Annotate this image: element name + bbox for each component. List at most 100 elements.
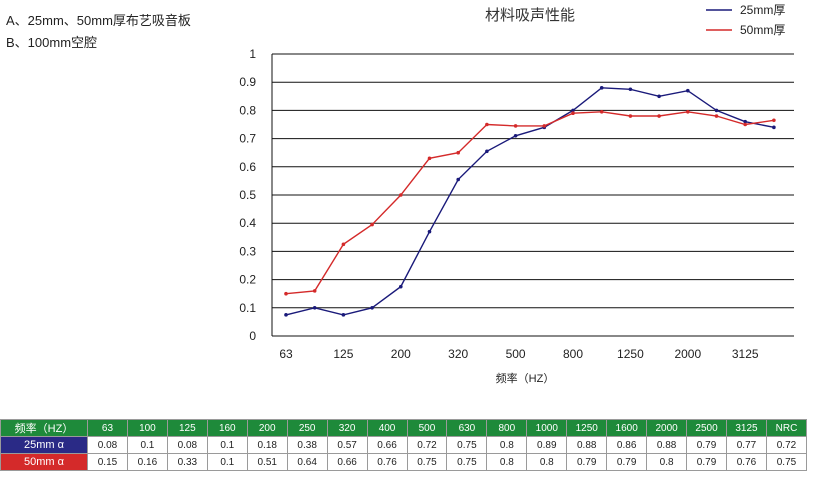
table-header-label: 频率（HZ） (0, 419, 88, 437)
table-header-cell: 800 (486, 419, 528, 437)
data-point (284, 291, 288, 296)
data-point (686, 110, 690, 114)
data-point (456, 150, 461, 155)
table-cell: 0.76 (366, 453, 408, 471)
table-header-cell: 630 (446, 419, 488, 437)
y-tick-label: 0.6 (239, 160, 256, 174)
data-point (312, 289, 317, 293)
table-cell: 0.18 (246, 436, 288, 454)
table-header-cell: 100 (126, 419, 168, 437)
data-point (485, 122, 489, 127)
table-cell: 0.75 (446, 453, 488, 471)
y-tick-label: 0.5 (239, 188, 256, 202)
table-cell: 0.64 (286, 453, 328, 471)
table-cell: 0.66 (326, 453, 368, 471)
data-point (714, 114, 719, 118)
data-point (599, 110, 604, 114)
table-header-cell: 1000 (526, 419, 568, 437)
table-header-cell: 2000 (646, 419, 688, 437)
data-point (714, 108, 719, 113)
table-cell: 0.8 (526, 453, 568, 471)
table-cell: 0.77 (726, 436, 767, 454)
data-point (456, 177, 461, 182)
table-cell: 0.75 (446, 436, 488, 454)
table-cell: 0.1 (206, 436, 248, 454)
x-tick-label: 63 (279, 347, 293, 361)
table-cell: 0.57 (326, 436, 368, 454)
data-point (370, 306, 374, 310)
table-cell: 0.8 (486, 453, 528, 471)
note-line-a: A、25mm、50mm厚布艺吸音板 (6, 13, 191, 28)
table-cell: 0.1 (206, 453, 248, 471)
table-header-cell: 63 (87, 419, 128, 437)
table-header-cell: 400 (366, 419, 408, 437)
data-point (312, 306, 317, 310)
x-tick-label: 500 (506, 347, 526, 361)
data-point (284, 313, 288, 317)
x-tick-label: 3125 (732, 347, 759, 361)
y-tick-label: 0.1 (239, 301, 256, 315)
table-header-cell: 2500 (686, 419, 727, 437)
table-header-row: 频率（HZ） 63 100 125 160 200 250 320 400 500 630 800 10… (0, 419, 808, 437)
x-tick-label: 2000 (674, 347, 701, 361)
table-header-cell: 1600 (606, 419, 648, 437)
data-point (628, 114, 633, 118)
table-cell: 0.76 (726, 453, 767, 471)
table-cell: 0.51 (246, 453, 288, 471)
table-cell: 0.89 (526, 436, 568, 454)
table-cell: 0.72 (765, 436, 808, 454)
data-point (370, 222, 374, 227)
table-header-cell: 500 (406, 419, 448, 437)
table-header-cell: 160 (206, 419, 248, 437)
note-line-b: B、100mm空腔 (6, 35, 98, 50)
data-point (657, 94, 661, 99)
chart-title: 材料吸声性能 (485, 6, 575, 24)
table-header-cell: NRC (765, 419, 808, 437)
data-point (743, 122, 747, 127)
absorption-table: 频率（HZ） 63 100 125 160 200 250 320 400 500 630 800 10… (0, 419, 808, 471)
table-header-cell: 250 (286, 419, 328, 437)
data-point (341, 242, 346, 247)
table-header-cell: 200 (246, 419, 288, 437)
data-point (542, 124, 547, 128)
data-point (427, 156, 432, 161)
y-tick-label: 0.2 (239, 273, 256, 287)
x-tick-label: 800 (563, 347, 583, 361)
absorption-table-body: 频率（HZ） 63 100 125 160 200 250 320 400 500 630 800 10… (0, 419, 808, 471)
data-point (399, 193, 403, 197)
data-point (772, 125, 776, 130)
table-cell: 0.1 (126, 436, 168, 454)
data-point (571, 108, 575, 113)
data-point (772, 118, 776, 123)
table-cell: 0.75 (765, 453, 808, 471)
data-point (571, 111, 575, 116)
table-cell: 0.88 (566, 436, 608, 454)
data-point (485, 149, 489, 154)
x-tick-label: 320 (448, 347, 468, 361)
table-row: 50mm α 0.15 0.16 0.33 0.1 0.51 0.64 0.66 0.76 0.7… (0, 453, 808, 471)
data-point (427, 229, 432, 234)
data-point (341, 313, 346, 317)
data-point (628, 87, 633, 92)
y-tick-label: 0 (249, 329, 256, 343)
table-cell: 0.8 (646, 453, 688, 471)
table-row-label: 50mm α (0, 453, 88, 471)
y-tick-label: 0.8 (239, 103, 256, 117)
table-cell: 0.16 (126, 453, 168, 471)
legend-label: 25mm厚 (740, 3, 785, 17)
table-header-cell: 1250 (566, 419, 608, 437)
y-tick-label: 0.3 (239, 244, 256, 258)
series-line (285, 111, 775, 295)
x-tick-label: 1250 (617, 347, 644, 361)
table-cell: 0.79 (606, 453, 648, 471)
absorption-chart: 材料吸声性能 0 0.1 0.2 0.3 0.4 0.5 0.6 0.7 0.8 0.9 1 63 125… (239, 3, 794, 385)
table-cell: 0.75 (406, 453, 448, 471)
table-header-cell: 320 (326, 419, 368, 437)
table-row: 25mm α 0.08 0.1 0.08 0.1 0.18 0.38 0.57 0.66 0.72… (0, 436, 808, 454)
data-point (743, 119, 747, 124)
table-cell: 0.79 (686, 436, 727, 454)
data-point (399, 284, 403, 289)
y-tick-label: 1 (249, 47, 256, 61)
notes: A、25mm、50mm厚布艺吸音板 B、100mm空腔 (6, 10, 191, 54)
table-cell: 0.15 (87, 453, 128, 471)
